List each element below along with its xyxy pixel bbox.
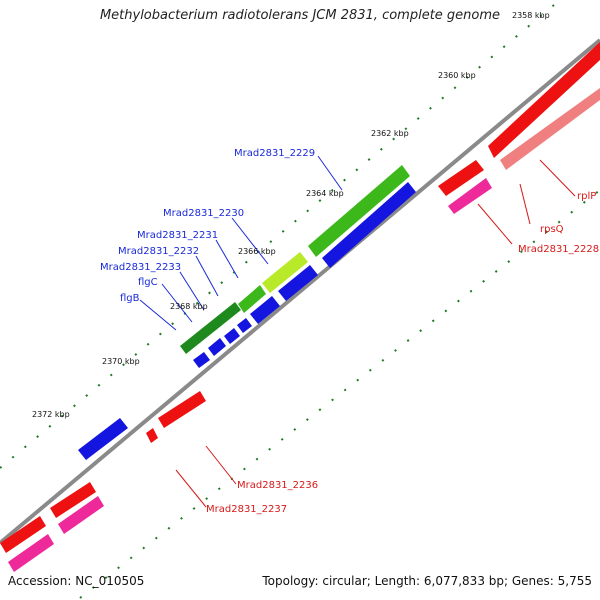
gene-green-2230 [238, 285, 266, 313]
gene-mrad2831-2231 [250, 296, 280, 324]
gene-label-mrad2831-2230: Mrad2831_2230 [163, 208, 244, 219]
gene-label-rplp: rplP [577, 191, 596, 202]
label-leader-lines [139, 155, 576, 508]
scale-label-2358: 2358 kbp [512, 11, 550, 20]
gene-red-bottom-1 [0, 516, 46, 553]
gene-left-blue [78, 418, 128, 460]
scale-label-2368: 2368 kbp [170, 302, 208, 311]
scale-label-2360: 2360 kbp [438, 71, 476, 80]
map-title: Methylobacterium radiotolerans JCM 2831,… [99, 8, 501, 23]
accession-text: Accession: NC_010505 [8, 574, 145, 588]
scale-label-2366: 2366 kbp [238, 247, 276, 256]
gene-yellow-green [262, 252, 308, 293]
gene-label-rpsq: rpsQ [540, 224, 564, 235]
gene-pink-2228 [448, 178, 492, 214]
scale-label-2370: 2370 kbp [102, 357, 140, 366]
inner-strand-genes [78, 182, 416, 460]
gene-red-2236 [158, 391, 206, 428]
scale-label-2372: 2372 kbp [32, 410, 70, 419]
gene-red-2237 [146, 428, 158, 443]
gene-label-mrad2831-2231: Mrad2831_2231 [137, 230, 218, 241]
genome-summary-text: Topology: circular; Length: 6,077,833 bp… [262, 574, 592, 588]
gene-red-2228 [438, 160, 484, 196]
gene-red-upper-cluster [488, 42, 600, 158]
gene-flgb [193, 352, 210, 368]
gene-label-flgb: flgB [120, 293, 140, 304]
gene-mrad2831-2230 [278, 265, 318, 301]
scale-labels: 2358 kbp 2360 kbp 2362 kbp 2364 kbp 2366… [32, 11, 550, 419]
gene-label-mrad2831-2233: Mrad2831_2233 [100, 262, 181, 273]
gene-light-red-cluster [500, 88, 600, 170]
gene-green-2229 [308, 165, 410, 257]
gene-label-flgc: flgC [138, 277, 158, 288]
gene-label-mrad2831-2232: Mrad2831_2232 [118, 246, 199, 257]
gene-label-mrad2831-2229: Mrad2831_2229 [234, 148, 315, 159]
gene-mrad2831-2233 [224, 328, 240, 344]
gene-label-mrad2831-2237: Mrad2831_2237 [206, 504, 287, 515]
gene-dark-green-1 [180, 302, 241, 354]
scale-label-2364: 2364 kbp [306, 189, 344, 198]
gene-label-mrad2831-2228: Mrad2831_2228 [518, 244, 599, 255]
gene-mrad2831-2229 [322, 182, 416, 268]
scale-label-2362: 2362 kbp [371, 129, 409, 138]
gene-label-mrad2831-2236: Mrad2831_2236 [237, 480, 318, 491]
gene-labels-blue: Mrad2831_2229 Mrad2831_2230 Mrad2831_223… [100, 148, 315, 304]
gene-pink-bottom-1 [8, 534, 54, 572]
gene-mrad2831-2232 [237, 318, 252, 333]
gene-flgc [208, 338, 226, 356]
gene-labels-red: rplP rpsQ Mrad2831_2228 Mrad2831_2236 Mr… [206, 191, 599, 515]
genome-backbone [0, 38, 600, 545]
gene-red-bottom-2 [50, 482, 96, 518]
outer-strand-genes [0, 42, 600, 572]
gene-pink-bottom-2 [58, 496, 104, 534]
